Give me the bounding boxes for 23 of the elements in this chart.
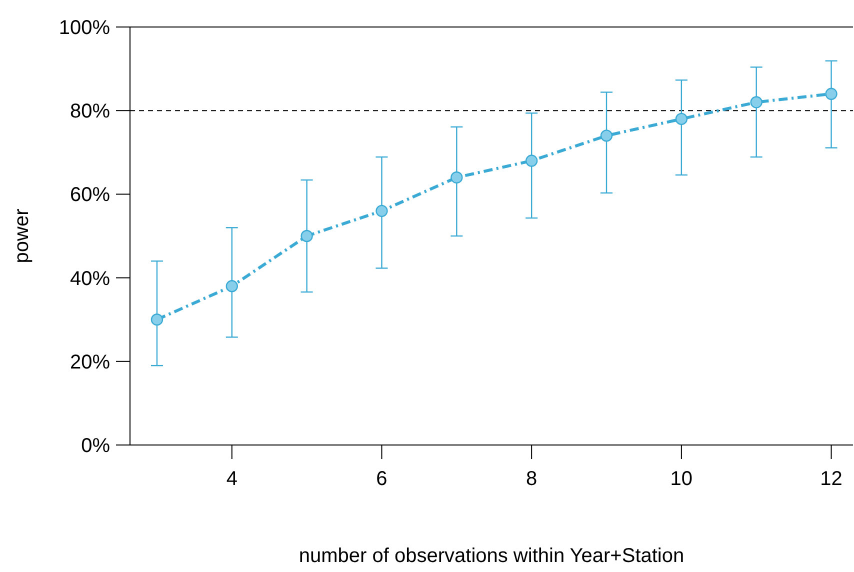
point: [675, 112, 688, 126]
y-tick-label: 20%: [70, 351, 110, 374]
point: [376, 204, 388, 218]
point: [226, 280, 238, 292]
x-tick-label: 8: [526, 468, 538, 490]
point: [825, 88, 838, 100]
point: [750, 96, 762, 108]
y-tick-label: 100%: [58, 17, 110, 39]
y-tick-label: 0%: [81, 435, 110, 457]
point: [450, 171, 463, 184]
x-axis-title: number of observations within Year+Station: [298, 545, 684, 567]
y-axis-title: power: [11, 208, 33, 264]
point: [150, 314, 164, 326]
point: [600, 130, 613, 142]
x-tick-label: 12: [820, 468, 842, 490]
x-tick-label: 10: [670, 468, 693, 490]
point: [525, 154, 538, 167]
x-tick-label: 4: [226, 468, 238, 490]
y-tick-label: 60%: [70, 184, 110, 206]
x-tick-label: 6: [376, 468, 388, 490]
point: [300, 230, 313, 242]
y-tick-label: 80%: [70, 100, 110, 123]
y-tick-label: 40%: [70, 268, 110, 290]
